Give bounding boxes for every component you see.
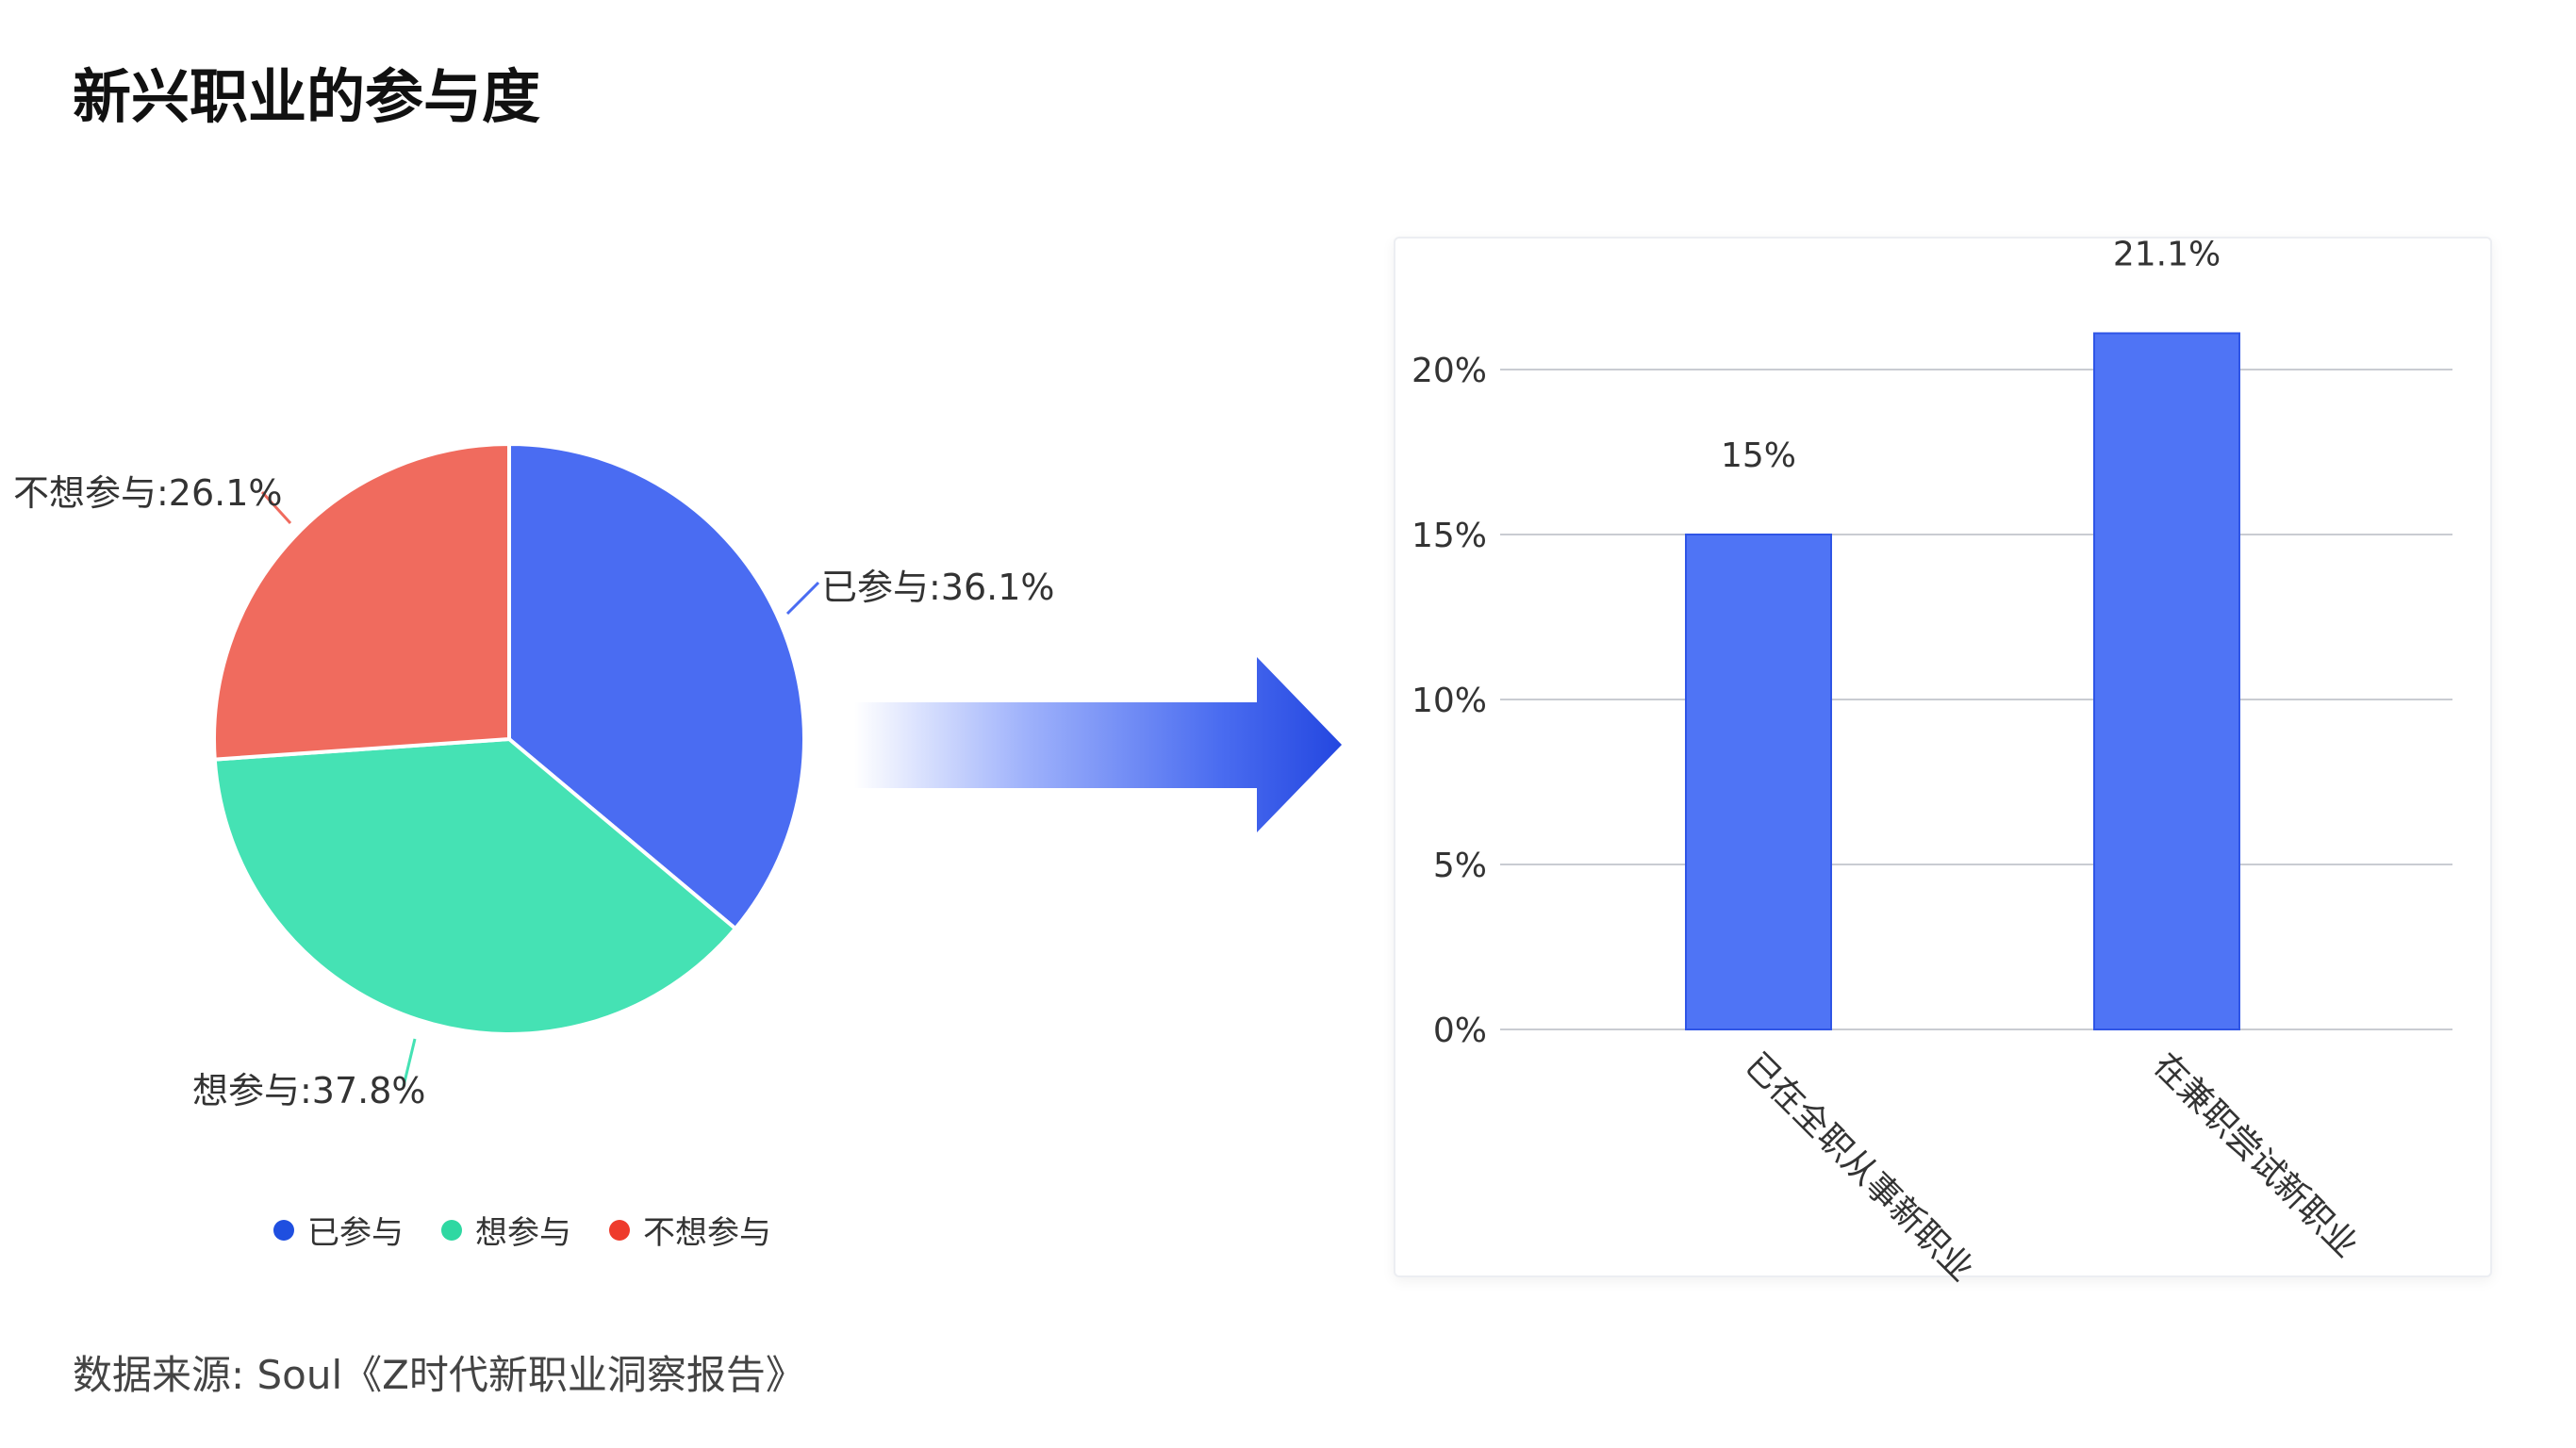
y-tick-label: 20% [1412,352,1487,390]
legend-item-not-want[interactable]: 不想参与 [609,1207,771,1253]
y-tick-label: 15% [1412,517,1487,555]
legend-dot [273,1219,294,1241]
pie-data-label: 不想参与:26.1% [13,472,283,514]
pie-slice[interactable] [507,441,806,931]
y-tick-label: 10% [1412,682,1487,720]
bar-data-label: 21.1% [2113,236,2221,274]
bar-chart: 0% 5% 10% 15% 20% 15% 已在全职从事新职业 21.1% 在兼职尝试新职业 [1412,236,2452,1289]
bar-data-label: 15% [1721,436,1796,475]
x-category-label: 在兼职尝试新职业 [2146,1045,2366,1265]
legend-dot [441,1219,462,1241]
pie-label-leader [402,1038,417,1087]
pie-data-label: 已参与:36.1% [821,567,1055,608]
legend-label: 想参与 [475,1214,571,1252]
arrow-icon [854,657,1342,832]
legend-label: 已参与 [307,1214,404,1252]
legend-item-want[interactable]: 想参与 [441,1207,571,1253]
pie-data-label: 想参与:37.8% [192,1070,426,1111]
legend-item-joined[interactable]: 已参与 [273,1207,404,1253]
x-category-label: 已在全职从事新职业 [1738,1045,1981,1289]
pie-legend: 已参与 想参与 不想参与 [273,1207,771,1253]
pie-label-leader [260,490,292,525]
bar-chart-card [1394,237,2492,1277]
y-tick-label: 5% [1433,847,1487,885]
bar[interactable] [2093,332,2240,1030]
legend-dot [609,1219,630,1241]
y-tick-label: 0% [1433,1012,1487,1050]
legend-label: 不想参与 [643,1214,771,1252]
page-title: 新兴职业的参与度 [73,62,541,131]
pie-slice[interactable] [212,441,511,762]
data-source: 数据来源: Soul《Z时代新职业洞察报告》 [73,1352,805,1398]
pie-label-leader [785,581,820,616]
bar[interactable] [1685,534,1832,1030]
pie-slice[interactable] [212,736,738,1036]
pie-chart: 已参与:36.1% 想参与:37.8% 不想参与:26.1% [13,441,1055,1111]
